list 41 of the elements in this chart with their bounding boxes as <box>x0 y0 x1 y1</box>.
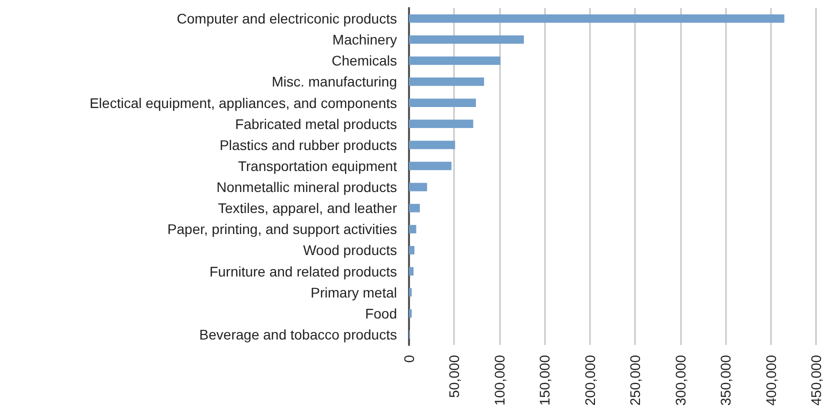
y-tick-label: Misc. manufacturing <box>272 74 397 90</box>
y-tick-label: Machinery <box>332 32 397 48</box>
y-tick-label: Nonmetallic mineral products <box>216 179 397 196</box>
bar <box>409 182 428 192</box>
bar <box>409 140 456 150</box>
bar <box>409 14 784 23</box>
bar <box>409 98 476 107</box>
x-tick-label: 150,000 <box>536 354 553 406</box>
x-tick-label: 0 <box>401 354 417 363</box>
y-tick-label: Food <box>365 305 397 322</box>
bar <box>409 288 412 297</box>
x-tick-label: 200,000 <box>582 354 598 406</box>
y-tick-label: Primary metal <box>310 284 397 300</box>
y-tick-label: Computer and electriconic products <box>176 10 397 27</box>
bar <box>409 56 500 65</box>
x-tick-label: 300,000 <box>672 354 688 406</box>
bar <box>409 267 414 276</box>
y-tick-label: Transportation equipment <box>238 158 398 174</box>
x-tick-label: 100,000 <box>491 354 508 406</box>
y-tick-label: Wood products <box>303 242 397 258</box>
bar <box>409 35 524 44</box>
y-tick-label: Furniture and related products <box>209 263 397 280</box>
y-tick-label: Chemicals <box>332 52 397 69</box>
y-tick-label: Fabricated metal products <box>235 116 397 132</box>
bar <box>409 120 474 128</box>
y-tick-label: Paper, printing, and support activities <box>167 221 397 238</box>
x-tick-label: 400,000 <box>762 354 779 406</box>
x-tick-label: 350,000 <box>718 354 734 406</box>
bar <box>409 246 414 254</box>
y-tick-label: Textiles, apparel, and leather <box>218 200 398 216</box>
bar <box>409 224 416 234</box>
bar <box>409 309 412 318</box>
x-tick-label: 50,000 <box>446 354 462 398</box>
y-tick-label: Plastics and rubber products <box>220 136 397 153</box>
y-tick-label: Electical equipment, appliances, and components <box>90 94 397 111</box>
y-tick-label: Beverage and tobacco products <box>199 326 397 342</box>
bar <box>409 162 452 170</box>
x-tick-label: 450,000 <box>808 354 824 406</box>
bar <box>409 204 420 212</box>
x-tick-label: 250,000 <box>627 354 644 406</box>
bar <box>409 78 484 86</box>
